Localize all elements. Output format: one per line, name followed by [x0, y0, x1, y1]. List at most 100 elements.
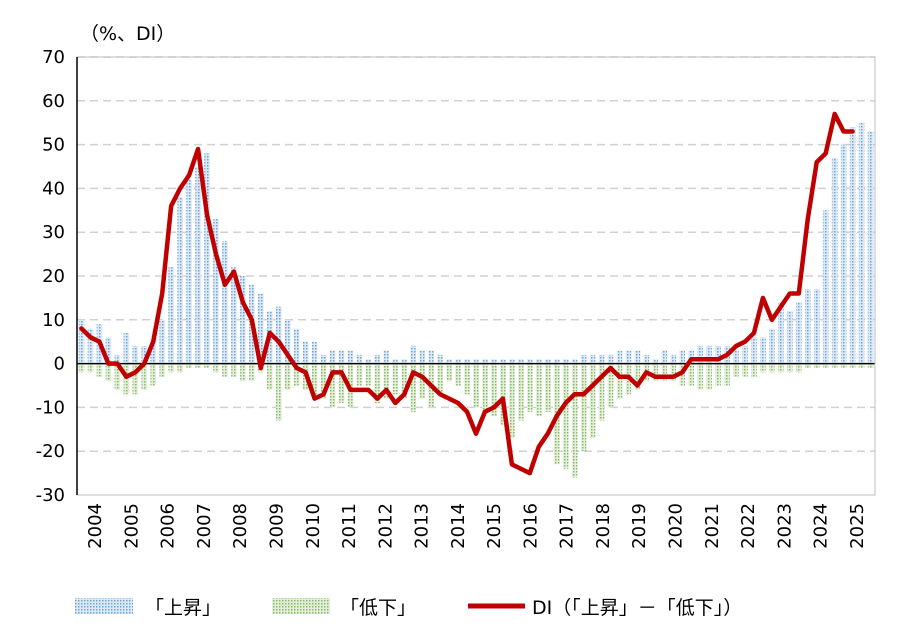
- bar-up: [518, 359, 524, 364]
- x-tick-label: 2020: [666, 503, 687, 549]
- unit-label: （%、DI）: [80, 23, 175, 45]
- bar-up: [105, 337, 112, 364]
- bar-up: [213, 219, 219, 364]
- bar-up: [491, 359, 497, 364]
- bar-down: [813, 363, 820, 368]
- bar-down: [760, 363, 766, 373]
- bar-up: [822, 210, 829, 364]
- y-tick-label: 40: [42, 178, 65, 199]
- bar-down: [500, 363, 506, 425]
- bar-up: [643, 354, 650, 364]
- bar-up: [347, 350, 354, 364]
- x-tick-label: 2008: [230, 503, 251, 549]
- bar-up: [509, 359, 515, 364]
- legend-di-label: DI（「上昇」－「低下」）: [532, 597, 742, 619]
- bar-down: [96, 363, 103, 377]
- x-axis-ticks: 2004 2005 2006 2007 2008 2009 2010 2011 2012 2013…: [85, 503, 868, 549]
- bar-down: [580, 363, 587, 452]
- x-tick-label: 2011: [339, 503, 360, 549]
- bar-down: [491, 363, 497, 417]
- legend: 「上昇」 「低下」 DI（「上昇」－「低下」）: [75, 597, 742, 619]
- bar-up: [410, 346, 417, 364]
- x-tick-label: 2013: [412, 503, 433, 549]
- bar-down: [858, 363, 865, 368]
- x-tick-label: 2004: [85, 503, 106, 549]
- x-tick-label: 2024: [811, 503, 832, 549]
- bar-down: [652, 363, 659, 382]
- x-tick-label: 2005: [121, 503, 142, 549]
- x-tick-label: 2014: [448, 503, 469, 549]
- bar-up: [258, 293, 264, 364]
- bar-up: [275, 306, 282, 364]
- bar-down: [787, 363, 793, 373]
- bar-up: [544, 359, 551, 364]
- bar-down: [446, 363, 452, 382]
- bar-up: [778, 302, 784, 364]
- bar-down: [473, 363, 479, 408]
- bar-up: [473, 359, 479, 364]
- bar-down: [437, 363, 443, 395]
- bar-down: [392, 363, 399, 395]
- x-tick-label: 2009: [267, 503, 288, 549]
- bar-down: [849, 363, 856, 368]
- y-tick-label: 70: [42, 47, 65, 68]
- bar-up: [589, 354, 596, 364]
- bar-down: [562, 363, 569, 469]
- x-tick-label: 2006: [158, 503, 179, 549]
- bar-down: [482, 363, 488, 412]
- bar-up: [661, 350, 668, 364]
- bar-down: [213, 363, 219, 373]
- bar-up: [168, 267, 174, 364]
- x-tick-label: 2016: [520, 503, 541, 549]
- legend-up-swatch: [75, 598, 133, 614]
- bar-down: [249, 363, 255, 382]
- bar-up: [195, 166, 201, 364]
- bar-up: [177, 197, 183, 364]
- x-tick-label: 2025: [847, 503, 868, 549]
- bar-up: [787, 311, 793, 364]
- bar-up: [311, 341, 318, 364]
- bar-up: [293, 328, 300, 364]
- x-tick-label: 2019: [629, 503, 650, 549]
- bar-down: [374, 363, 381, 404]
- bar-down: [607, 363, 614, 408]
- bar-up: [87, 328, 94, 364]
- bar-down: [464, 363, 470, 395]
- bar-down: [724, 363, 730, 386]
- bar-down: [132, 363, 139, 395]
- bar-down: [742, 363, 748, 377]
- bar-up: [401, 359, 408, 364]
- bar-down: [778, 363, 784, 373]
- bar-up: [231, 267, 237, 364]
- bar-down: [840, 363, 847, 368]
- bar-down: [78, 363, 85, 373]
- bar-down: [455, 363, 461, 386]
- bar-down: [365, 363, 372, 386]
- bar-down: [311, 363, 318, 395]
- bar-down: [571, 363, 578, 478]
- x-tick-label: 2007: [194, 503, 215, 549]
- bar-up: [392, 359, 399, 364]
- x-tick-label: 2010: [303, 503, 324, 549]
- bar-down: [661, 363, 668, 382]
- y-tick-label: 10: [42, 310, 65, 331]
- bar-up: [796, 302, 802, 364]
- bar-down: [195, 363, 201, 368]
- legend-down-swatch: [272, 598, 330, 614]
- bar-up: [535, 359, 542, 364]
- bar-up: [760, 337, 766, 364]
- bar-down: [706, 363, 712, 390]
- bar-down: [105, 363, 112, 382]
- bar-down: [535, 363, 542, 417]
- bar-up: [580, 354, 587, 364]
- bar-up: [383, 350, 390, 364]
- di-line: [79, 111, 855, 476]
- bar-down: [831, 363, 838, 368]
- bar-up: [858, 122, 865, 364]
- x-tick-label: 2021: [702, 503, 723, 549]
- bar-up: [500, 359, 506, 364]
- bar-down: [159, 363, 165, 377]
- bar-down: [589, 363, 596, 439]
- y-tick-label: 30: [42, 222, 65, 243]
